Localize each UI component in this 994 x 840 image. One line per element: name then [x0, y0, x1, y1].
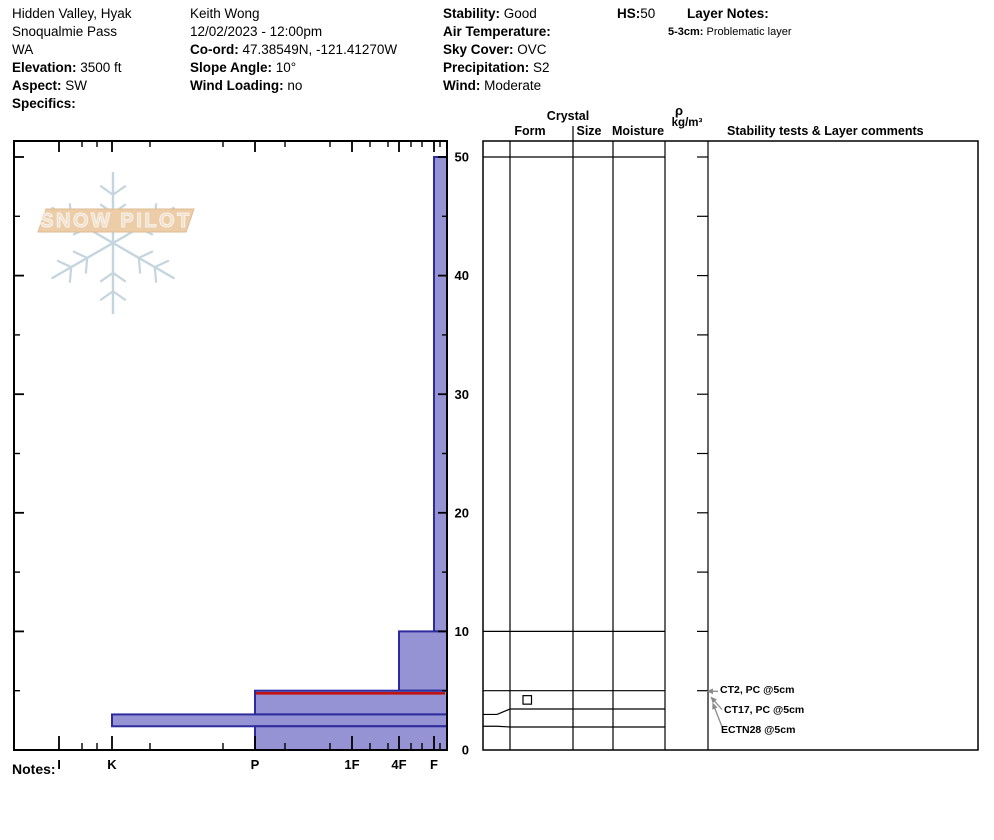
- header-line: Air Temperature:: [443, 24, 551, 39]
- stability-test-annotation: CT2, PC @5cm: [720, 684, 795, 696]
- header-line: Co-ord: 47.38549N, -121.41270W: [190, 42, 398, 57]
- stability-test-annotation: ECTN28 @5cm: [721, 724, 796, 736]
- depth-tick-label: 50: [455, 150, 469, 165]
- column-header-density-units: kg/m³: [671, 117, 703, 129]
- hardness-tick-label: 1F: [344, 757, 359, 772]
- header-line: Stability: Good: [443, 6, 537, 21]
- column-header-size: Size: [576, 124, 602, 138]
- header-line: Slope Angle: 10°: [190, 60, 297, 75]
- header-line: Specifics:: [12, 96, 76, 111]
- header-hs: HS:50: [617, 5, 655, 23]
- header-line: Keith Wong: [190, 6, 260, 21]
- header-line: Snoqualmie Pass: [12, 24, 118, 39]
- header-layer-notes: Layer Notes:: [687, 5, 769, 23]
- header-observer: Keith Wong 12/02/2023 - 12:00pm Co-ord: 47…: [190, 5, 397, 95]
- column-header-comments: Stability tests & Layer comments: [727, 124, 924, 138]
- header-line: Wind: Moderate: [443, 78, 542, 93]
- column-header-moisture: Moisture: [611, 124, 665, 138]
- header-line: Hidden Valley, Hyak: [12, 6, 132, 21]
- header-location: Hidden Valley, Hyak Snoqualmie Pass WA Elev…: [12, 5, 132, 113]
- snowpilot-logo-text: SNOW PILOT: [40, 210, 192, 232]
- header-line: 12/02/2023 - 12:00pm: [190, 24, 323, 39]
- header-line: Sky Cover: OVC: [443, 42, 547, 57]
- hardness-tick-label: I: [57, 757, 61, 772]
- header-line: HS:50: [617, 6, 656, 21]
- header-line: Elevation: 3500 ft: [12, 60, 122, 75]
- notes-label: Notes:: [12, 761, 56, 777]
- layer-note-text: Problematic layer: [703, 26, 792, 38]
- header-line: Precipitation: S2: [443, 60, 550, 75]
- layer-note-range: 5-3cm:: [668, 26, 704, 38]
- depth-tick-label: 40: [455, 268, 469, 283]
- header-line: Aspect: SW: [12, 78, 88, 93]
- header-conditions: Stability: Good Air Temperature: Sky Cover…: [443, 5, 551, 95]
- hardness-tick-label: 4F: [391, 757, 406, 772]
- depth-tick-label: 20: [455, 505, 469, 520]
- hardness-tick-label: K: [107, 757, 117, 772]
- grain-form-square-icon: [522, 695, 533, 705]
- header-line: WA: [12, 42, 34, 57]
- column-header-density: ρ: [674, 103, 684, 118]
- depth-tick-label: 0: [462, 743, 469, 758]
- header-line: Layer Notes:: [687, 6, 769, 21]
- header-line: Wind Loading: no: [190, 78, 303, 93]
- column-header-form: Form: [514, 124, 546, 138]
- hardness-tick-label: P: [251, 757, 260, 772]
- layer-note-detail: 5-3cm: Problematic layer: [668, 26, 792, 38]
- stability-test-annotation: CT17, PC @5cm: [724, 704, 805, 716]
- column-header-crystal: Crystal: [546, 109, 590, 123]
- depth-tick-label: 10: [455, 624, 469, 639]
- depth-tick-label: 30: [455, 387, 469, 402]
- hardness-tick-label: F: [430, 757, 438, 772]
